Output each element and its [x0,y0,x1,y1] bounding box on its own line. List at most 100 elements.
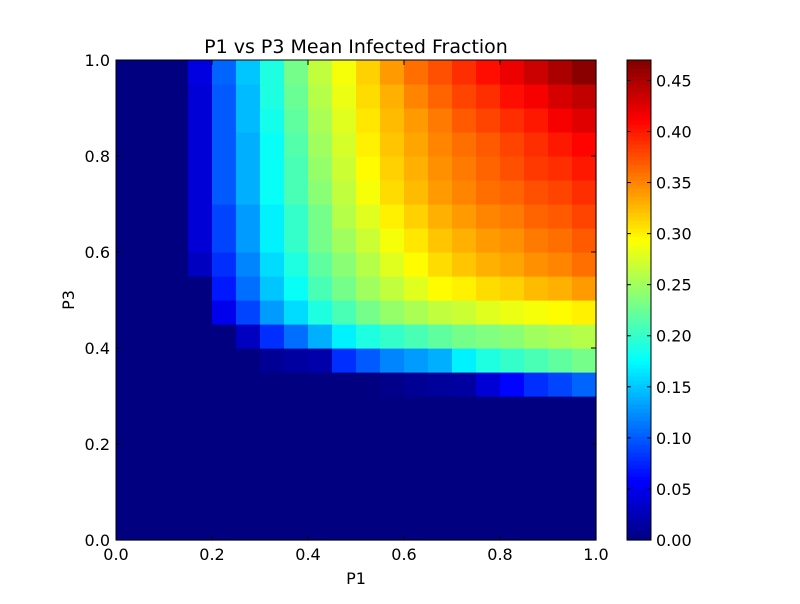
colorbar-segment [627,528,651,533]
heatmap-cell [236,228,261,253]
colorbar-segment [627,344,651,349]
heatmap-cell [428,60,453,85]
heatmap-cell [116,300,141,325]
colorbar-segment [627,268,651,273]
colorbar-segment [627,372,651,377]
heatmap-cell [500,108,525,133]
colorbar-segment [627,404,651,409]
heatmap-cell [524,324,549,349]
heatmap-cell [428,108,453,133]
heatmap-cell [212,492,237,517]
colorbar-segment [627,124,651,129]
heatmap-cell [284,372,309,397]
colorbar-segment [627,136,651,141]
heatmap-cell [260,132,285,157]
heatmap-cell [284,132,309,157]
heatmap-cell [476,396,501,421]
colorbar-segment [627,432,651,437]
colorbar-segment [627,172,651,177]
colorbar-segment [627,108,651,113]
heatmap-cell [500,468,525,493]
heatmap-cell [476,84,501,109]
heatmap-cell [404,252,429,277]
heatmap-cell [380,252,405,277]
heatmap-cell [332,204,357,229]
heatmap-cell [212,132,237,157]
colorbar-segment [627,296,651,301]
colorbar-segment [627,376,651,381]
colorbar-segment [627,364,651,369]
heatmap-cell [500,276,525,301]
heatmap-cell [308,396,333,421]
heatmap-cell [332,372,357,397]
heatmap-cell [452,84,477,109]
heatmap-cell [284,228,309,253]
colorbar-segment [627,252,651,257]
heatmap-cell [212,420,237,445]
heatmap-cell [188,468,213,493]
heatmap-cell [212,348,237,373]
heatmap-cell [116,516,141,541]
heatmap-cell [572,372,597,397]
colorbar-segment [627,464,651,469]
heatmap-cell [548,300,573,325]
heatmap-cell [260,180,285,205]
heatmap-cell [380,444,405,469]
heatmap-cell [356,156,381,181]
heatmap-cell [332,516,357,541]
colorbar-segment [627,156,651,161]
colorbar-segment [627,64,651,69]
heatmap-cell [380,84,405,109]
heatmap-cell [164,396,189,421]
heatmap-cell [116,372,141,397]
colorbar-segment [627,360,651,365]
heatmap-cell [356,468,381,493]
colorbar-tick-label: 0.05 [656,480,692,499]
heatmap-cell [500,228,525,253]
heatmap-cell [428,252,453,277]
heatmap-cell [308,444,333,469]
heatmap-cell [380,156,405,181]
colorbar-segment [627,352,651,357]
heatmap-cell [308,60,333,85]
heatmap-cell [164,372,189,397]
colorbar-segment [627,516,651,521]
heatmap-cell [260,108,285,133]
heatmap-cell [404,396,429,421]
heatmap-cell [452,180,477,205]
heatmap-cell [356,60,381,85]
heatmap-cell [164,132,189,157]
colorbar-segment [627,440,651,445]
heatmap-cell [500,60,525,85]
heatmap-cell [524,60,549,85]
heatmap-cell [332,468,357,493]
heatmap-cell [524,516,549,541]
heatmap-cell [572,156,597,181]
heatmap-cell [140,276,165,301]
heatmap-cell [572,108,597,133]
heatmap-cell [188,252,213,277]
heatmap-cell [116,324,141,349]
colorbar-segment [627,248,651,253]
heatmap-cell [284,516,309,541]
colorbar-segment [627,512,651,517]
colorbar-segment [627,524,651,529]
heatmap-cell [524,252,549,277]
heatmap-cell [404,420,429,445]
heatmap-cell [572,60,597,85]
heatmap-cell [260,324,285,349]
heatmap-cell [212,444,237,469]
heatmap-cell [452,276,477,301]
heatmap-cells [116,60,597,541]
heatmap-cell [236,516,261,541]
colorbar-segment [627,456,651,461]
colorbar-tick-label: 0.30 [656,225,692,244]
heatmap-cell [356,204,381,229]
heatmap-cell [500,444,525,469]
heatmap-cell [356,492,381,517]
heatmap-cell [500,348,525,373]
heatmap-cell [428,300,453,325]
colorbar-segment [627,196,651,201]
heatmap-cell [116,348,141,373]
